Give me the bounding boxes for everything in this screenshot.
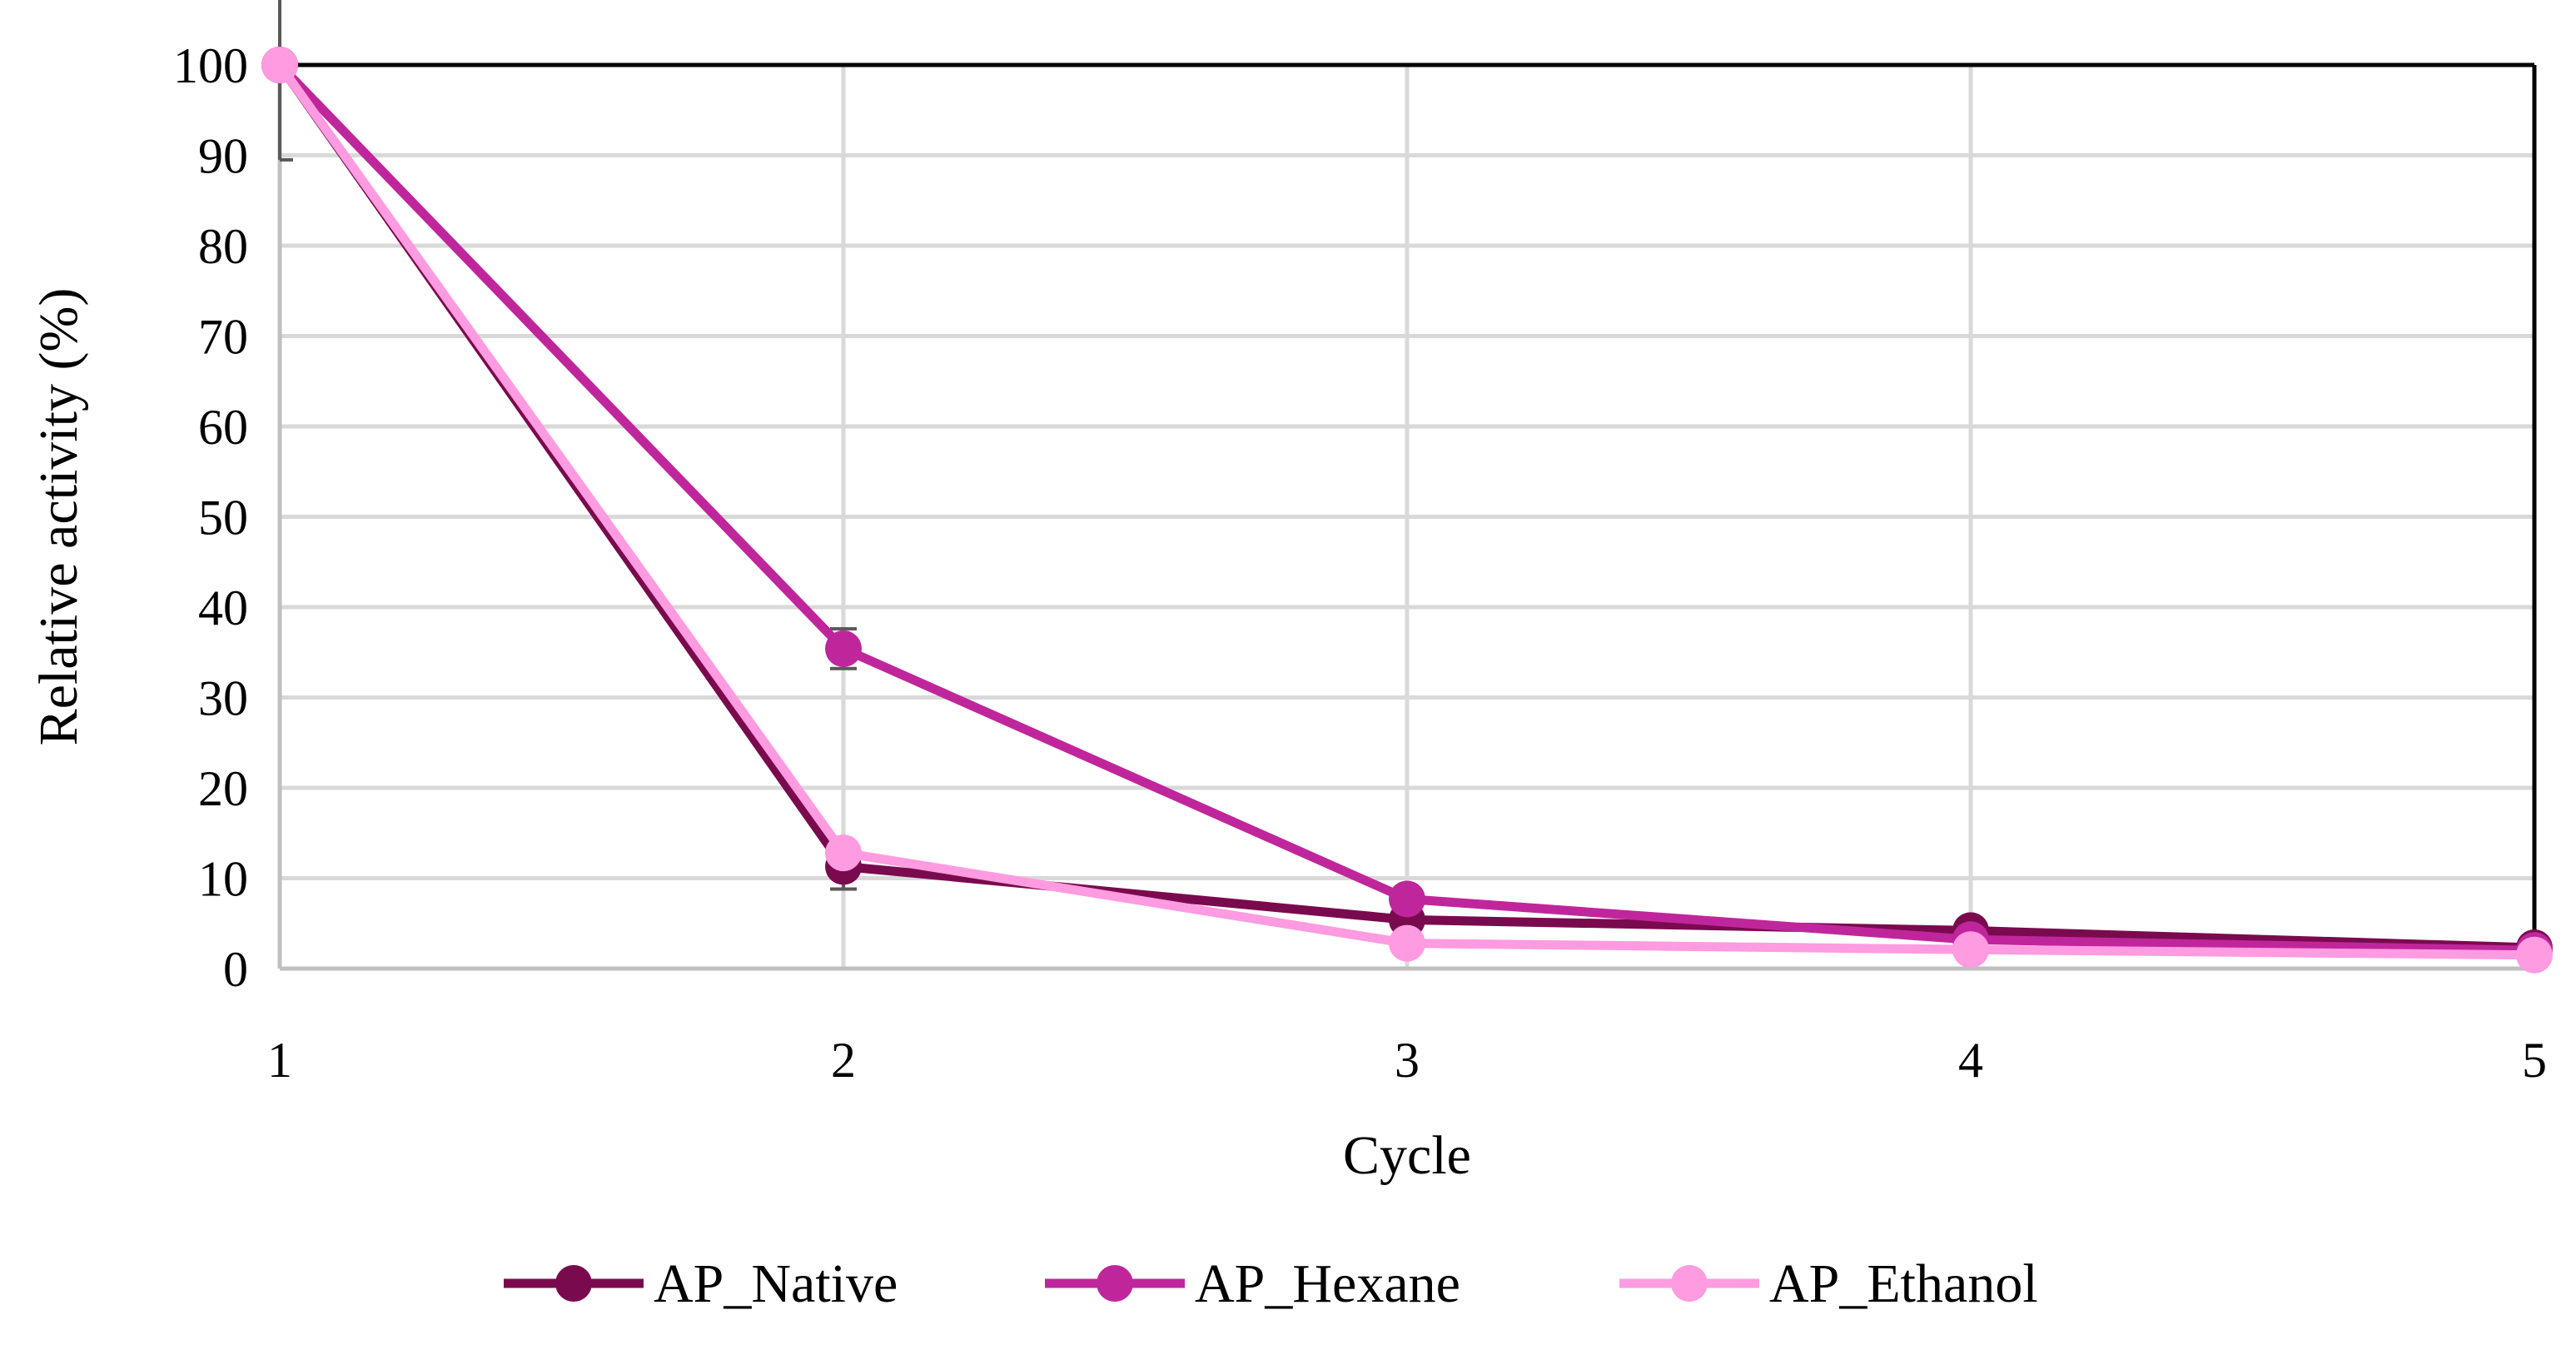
axis-titles: Cycle Relative activity (%) (28, 288, 1471, 1186)
y-axis-title: Relative activity (%) (28, 288, 89, 746)
legend-marker-ap-ethanol (1671, 1265, 1708, 1302)
y-tick-label: 10 (198, 852, 248, 907)
y-tick-label: 80 (198, 219, 248, 274)
x-tick-label: 5 (2522, 1033, 2547, 1088)
y-tick-label: 100 (173, 38, 248, 93)
y-tick-label: 30 (198, 671, 248, 726)
legend-item-ap-ethanol: AP_Ethanol (1619, 1253, 2038, 1314)
data-point-ap-ethanol (261, 47, 298, 83)
legend-label-ap-ethanol: AP_Ethanol (1769, 1253, 2038, 1314)
y-tick-label: 50 (198, 491, 248, 545)
y-tick-label: 0 (223, 942, 248, 997)
x-tick-label: 4 (1958, 1033, 1983, 1088)
x-tick-label: 2 (831, 1033, 856, 1088)
legend-label-ap-hexane: AP_Hexane (1195, 1253, 1460, 1314)
legend-label-ap-native: AP_Native (654, 1253, 898, 1314)
series-lines (261, 0, 2553, 974)
x-tick-label: 1 (267, 1033, 292, 1088)
data-point-ap-hexane (1389, 880, 1425, 918)
legend: AP_Native AP_Hexane AP_Ethanol (504, 1253, 2038, 1314)
y-tick-label: 90 (198, 129, 248, 184)
y-tick-label: 60 (198, 400, 248, 455)
data-point-ap-hexane (825, 630, 862, 667)
x-tick-label: 3 (1395, 1033, 1420, 1088)
x-axis-title: Cycle (1343, 1125, 1471, 1186)
legend-marker-ap-native (555, 1265, 592, 1302)
y-tick-label: 20 (198, 761, 248, 816)
data-point-ap-ethanol (1952, 931, 1989, 969)
legend-item-ap-hexane: AP_Hexane (1045, 1253, 1460, 1314)
y-tick-label: 40 (198, 580, 248, 635)
legend-item-ap-native: AP_Native (504, 1253, 898, 1314)
axes (277, 62, 2537, 971)
legend-marker-ap-hexane (1097, 1265, 1133, 1302)
y-tick-label: 70 (198, 310, 248, 365)
data-point-ap-ethanol (2516, 936, 2553, 974)
data-point-ap-ethanol (1389, 924, 1425, 962)
data-point-ap-ethanol (825, 834, 862, 872)
tick-labels: 0 10 20 30 40 50 60 70 80 90 100 1 2 3 4 5 (173, 38, 2547, 1088)
